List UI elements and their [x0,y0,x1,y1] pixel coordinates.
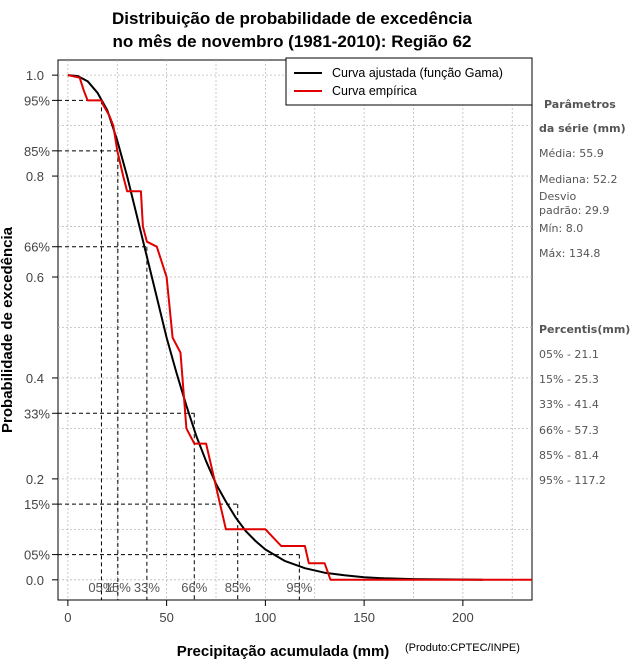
y-tick-label-4: 0.8 [26,169,44,184]
y-pct-tick-label-1: 15% [24,497,50,512]
x-tick-layer: 0 50 100 150 200 [64,600,474,625]
param-max: Máx: 134.8 [539,247,600,260]
empirical-curve-line [67,74,532,581]
x-tick-label-2: 100 [255,610,277,625]
chart-title-line1: Distribuição de probabilidade de excedên… [112,9,472,28]
y-tick-label-2: 0.4 [26,371,44,386]
plot-area [57,59,533,601]
percentile-label-0: 05% [88,580,114,595]
percentil-66: 66% - 57.3 [539,424,599,437]
params-header-line1: Parâmetros [544,98,616,111]
params-header-line2: da série (mm) [539,122,626,135]
param-desvio-line2: padrão: 29.9 [539,204,609,217]
x-tick-label-3: 150 [353,610,375,625]
side-panel: Parâmetros da série (mm) Média: 55.9 Med… [539,98,630,487]
y-pct-tick-label-5: 95% [24,93,50,108]
percentile-guide-layer: 05%15% 33% 66% 85% 95% [58,99,313,600]
x-axis-label: Precipitação acumulada (mm) [177,643,390,660]
grid-layer [58,60,532,600]
credit-label: (Produto:CPTEC/INPE) [405,642,520,654]
y-tick-label-3: 0.6 [26,270,44,285]
x-tick-label-0: 0 [64,610,71,625]
series-layer [67,74,532,581]
y-tick-layer: 0.0 0.2 0.4 0.6 0.8 1.0 05% 15% 33% 66% 85% 95% [24,68,58,588]
x-tick-label-1: 50 [159,610,173,625]
y-pct-tick-label-4: 85% [24,144,50,159]
percentile-label-5: 95% [286,580,312,595]
chart-title-line2: no mês de novembro (1981-2010): Região 6… [112,32,471,51]
legend: Curva ajustada (função Gama) Curva empír… [285,57,533,106]
percentile-label-1: 15% [105,580,131,595]
percentil-05: 05% - 21.1 [539,348,599,361]
percentis-header: Percentis(mm) [539,323,630,336]
param-desvio-line1: Desvio [539,190,577,203]
legend-label-empirical: Curva empírica [332,84,417,98]
percentile-label-3: 66% [181,580,207,595]
percentil-85: 85% - 81.4 [539,449,599,462]
percentil-95: 95% - 117.2 [539,474,606,487]
percentil-33: 33% - 41.4 [539,398,599,411]
y-tick-label-1: 0.2 [26,472,44,487]
param-min: Mín: 8.0 [539,222,583,235]
param-media: Média: 55.9 [539,147,604,160]
y-pct-tick-label-0: 05% [24,548,50,563]
legend-box [285,57,533,106]
x-tick-label-4: 200 [452,610,474,625]
y-pct-tick-label-3: 66% [24,240,50,255]
y-pct-tick-label-2: 33% [24,406,50,421]
y-tick-label-5: 1.0 [26,68,44,83]
percentile-label-4: 85% [225,580,251,595]
percentil-15: 15% - 25.3 [539,373,599,386]
y-axis-label: Probabilidade de excedência [0,226,16,433]
param-mediana: Mediana: 52.2 [539,173,617,186]
legend-label-fitted: Curva ajustada (função Gama) [332,66,503,80]
y-tick-label-0: 0.0 [26,573,44,588]
percentile-label-2: 33% [134,580,160,595]
